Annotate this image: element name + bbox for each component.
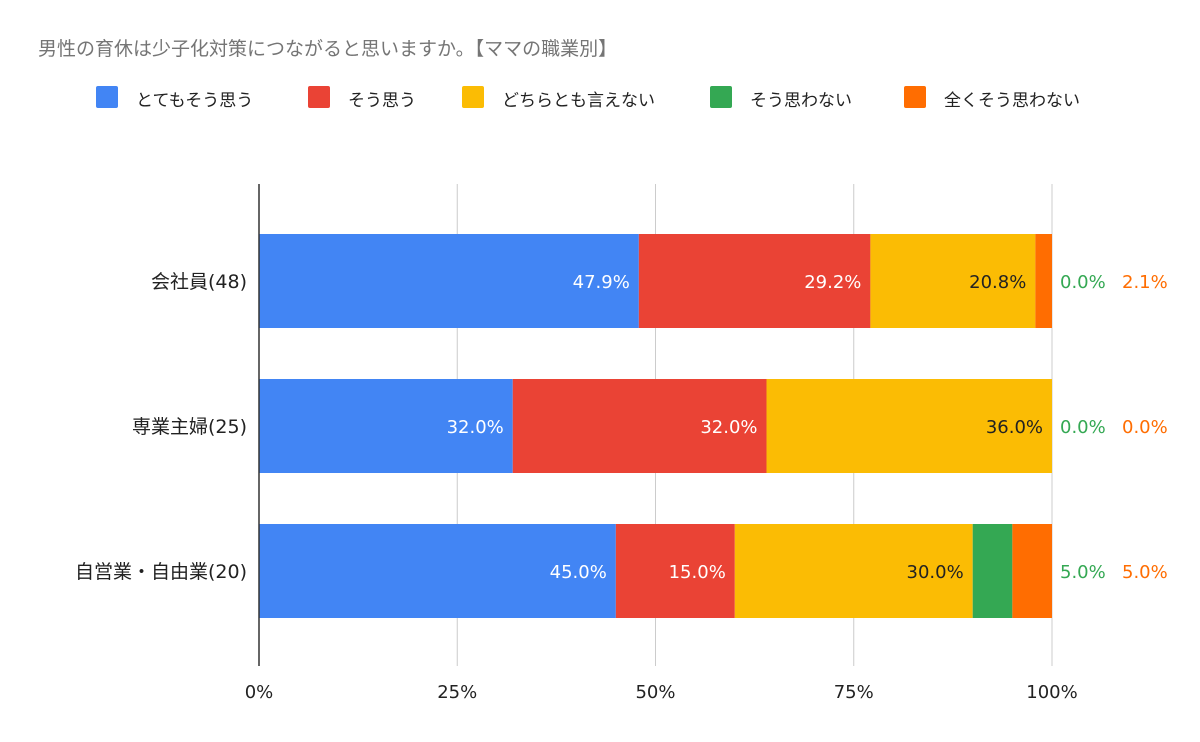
data-label: 32.0% xyxy=(447,417,504,438)
data-label: 30.0% xyxy=(907,562,964,583)
legend-label: そう思う xyxy=(348,91,416,111)
bar-segment xyxy=(734,524,973,618)
data-label: 20.8% xyxy=(969,272,1026,293)
data-label: 47.9% xyxy=(573,272,630,293)
legend-swatch xyxy=(462,86,484,108)
x-tick-label: 0% xyxy=(245,682,274,703)
legend-label: どちらとも言えない xyxy=(502,91,655,111)
data-label: 45.0% xyxy=(550,562,607,583)
legend-swatch xyxy=(96,86,118,108)
data-label: 0.0% xyxy=(1060,272,1106,293)
bar-segment xyxy=(870,234,1036,328)
category-label: 専業主婦(25) xyxy=(132,416,247,438)
data-label: 5.0% xyxy=(1122,562,1168,583)
data-label: 29.2% xyxy=(804,272,861,293)
legend-swatch xyxy=(308,86,330,108)
data-label: 2.1% xyxy=(1122,272,1168,293)
bar-segment xyxy=(259,234,639,328)
category-label: 自営業・自由業(20) xyxy=(75,561,247,583)
bar-segment xyxy=(1012,524,1052,618)
x-tick-label: 50% xyxy=(635,682,675,703)
data-label: 5.0% xyxy=(1060,562,1106,583)
data-label: 15.0% xyxy=(669,562,726,583)
legend-swatch xyxy=(904,86,926,108)
x-tick-label: 100% xyxy=(1026,682,1077,703)
x-tick-label: 75% xyxy=(834,682,874,703)
x-tick-label: 25% xyxy=(437,682,477,703)
legend-label: 全くそう思わない xyxy=(944,91,1080,111)
legend-label: そう思わない xyxy=(750,91,852,111)
bar-segment xyxy=(972,524,1013,618)
bar-segment xyxy=(1035,234,1052,328)
bar-segment xyxy=(259,379,513,473)
bar-segment xyxy=(615,524,735,618)
bar-segment xyxy=(638,234,871,328)
bar-segment xyxy=(512,379,767,473)
legend-swatch xyxy=(710,86,732,108)
data-label: 0.0% xyxy=(1122,417,1168,438)
bar-segment xyxy=(259,524,616,618)
category-label: 会社員(48) xyxy=(151,271,247,293)
data-label: 0.0% xyxy=(1060,417,1106,438)
data-label: 32.0% xyxy=(700,417,757,438)
legend-label: とてもそう思う xyxy=(136,91,254,111)
data-label: 36.0% xyxy=(986,417,1043,438)
bar-segment xyxy=(766,379,1052,473)
chart-title: 男性の育休は少子化対策につながると思いますか。【ママの職業別】 xyxy=(38,38,618,60)
